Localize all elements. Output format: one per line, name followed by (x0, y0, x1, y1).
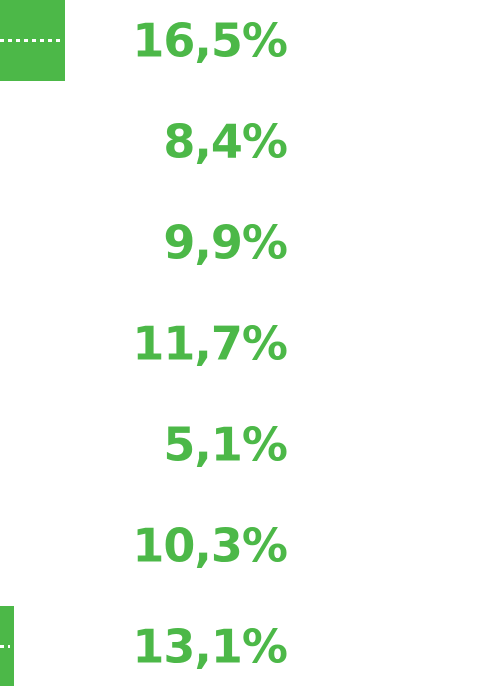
bar-6 (0, 606, 14, 686)
value-label-6: 13,1% (132, 620, 287, 674)
labels-layer: 16,5% 8,4% 9,9% 11,7% 5,1% 10,3% 13,1% (132, 14, 288, 674)
value-label-4: 5,1% (163, 418, 287, 472)
value-label-2: 9,9% (163, 216, 287, 270)
value-label-1: 8,4% (163, 115, 287, 169)
value-label-0: 16,5% (132, 14, 287, 68)
value-label-5: 10,3% (132, 519, 287, 573)
value-label-3: 11,7% (132, 317, 287, 371)
bars-layer (0, 0, 65, 686)
